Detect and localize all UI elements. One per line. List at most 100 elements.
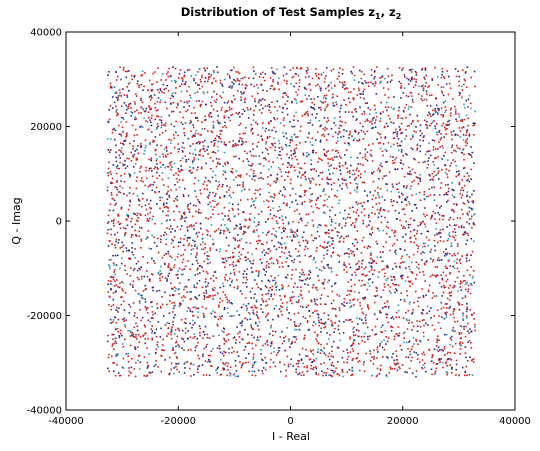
data-point <box>262 107 264 110</box>
data-point <box>165 87 167 90</box>
data-point <box>372 83 374 85</box>
data-point <box>307 122 309 124</box>
data-point <box>455 165 457 167</box>
data-point <box>404 233 407 236</box>
data-point <box>466 360 469 362</box>
data-point <box>185 285 187 288</box>
data-point <box>292 231 294 233</box>
data-point <box>331 188 333 191</box>
data-point <box>306 152 308 154</box>
data-point <box>465 288 467 291</box>
data-point <box>324 212 326 214</box>
data-point <box>329 334 331 336</box>
data-point <box>393 362 396 365</box>
data-point <box>462 134 465 136</box>
data-point <box>206 361 209 363</box>
data-point <box>399 128 402 130</box>
data-point <box>401 132 403 134</box>
data-point <box>280 310 282 313</box>
data-point <box>334 370 337 373</box>
data-point <box>239 239 241 242</box>
data-point <box>203 252 206 255</box>
data-point <box>353 224 356 227</box>
data-point <box>402 227 404 229</box>
data-point <box>423 262 426 265</box>
data-point <box>449 343 451 346</box>
data-point <box>360 173 362 175</box>
data-point <box>315 84 317 87</box>
data-point <box>464 79 466 82</box>
data-point <box>402 67 404 70</box>
data-point <box>240 199 242 201</box>
data-point <box>291 274 293 276</box>
data-point <box>193 374 195 376</box>
data-point <box>410 173 412 176</box>
data-point <box>198 154 200 156</box>
data-point <box>211 151 214 153</box>
data-point <box>144 342 147 345</box>
data-point <box>294 323 296 326</box>
data-point <box>411 194 413 196</box>
data-point <box>200 212 202 214</box>
data-point <box>407 356 410 359</box>
data-point <box>116 306 118 309</box>
data-point <box>459 192 461 195</box>
data-point <box>393 359 395 362</box>
data-point <box>238 341 241 344</box>
data-point <box>304 113 307 115</box>
data-point <box>195 307 198 310</box>
data-point <box>115 202 117 205</box>
data-point <box>188 85 190 88</box>
data-point <box>240 91 242 93</box>
data-point <box>250 297 252 299</box>
data-point <box>320 327 322 330</box>
data-point <box>371 206 374 208</box>
data-point <box>198 140 200 143</box>
data-point <box>276 100 279 102</box>
data-point <box>338 255 341 257</box>
data-point <box>441 316 443 318</box>
data-point <box>155 363 157 366</box>
data-point <box>262 89 264 92</box>
data-point <box>331 322 334 324</box>
data-point <box>305 111 307 114</box>
data-point <box>355 119 357 121</box>
data-point <box>134 346 136 348</box>
data-point <box>274 234 276 237</box>
data-point <box>344 161 347 164</box>
data-point <box>352 370 354 372</box>
data-point <box>178 72 181 75</box>
data-point <box>160 121 163 124</box>
data-point <box>254 321 257 324</box>
data-point <box>438 231 440 234</box>
data-point <box>430 115 432 117</box>
data-point <box>348 369 351 371</box>
data-point <box>283 230 285 232</box>
data-point <box>216 163 219 165</box>
data-point <box>471 151 474 154</box>
data-point <box>383 125 386 128</box>
data-point <box>339 67 341 70</box>
data-point <box>371 329 374 331</box>
data-point <box>442 101 445 104</box>
data-point <box>120 262 123 265</box>
data-point <box>246 342 249 345</box>
data-point <box>210 365 212 367</box>
data-point <box>253 229 255 232</box>
data-point <box>409 91 412 94</box>
data-point <box>128 249 130 252</box>
data-point <box>157 272 160 274</box>
data-point <box>140 227 143 229</box>
data-point <box>165 238 167 241</box>
data-point <box>140 238 143 241</box>
data-point <box>395 283 397 286</box>
data-point <box>301 201 304 204</box>
data-point <box>251 366 254 368</box>
data-point <box>422 87 425 89</box>
data-point <box>371 173 374 175</box>
data-point <box>417 343 419 345</box>
data-point <box>295 91 297 93</box>
data-point <box>348 253 350 255</box>
data-point <box>225 296 228 298</box>
data-point <box>286 82 288 85</box>
